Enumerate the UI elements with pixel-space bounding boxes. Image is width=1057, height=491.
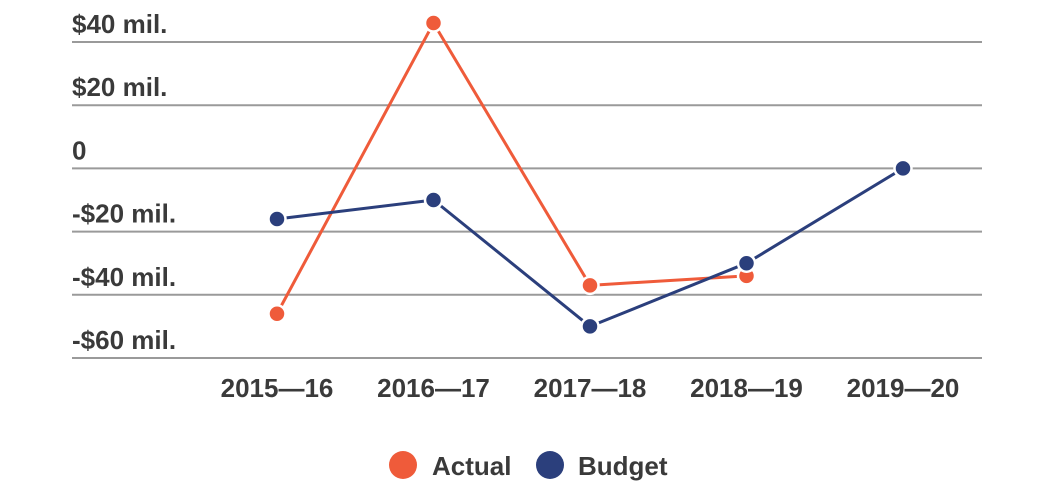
- data-point-budget: [267, 209, 287, 229]
- y-tick-label: -$20 mil.: [72, 199, 176, 229]
- legend-item-budget: Budget: [536, 451, 668, 481]
- y-tick-label: $20 mil.: [72, 72, 167, 102]
- data-point-budget: [893, 158, 913, 179]
- data-point-actual: [580, 275, 600, 296]
- x-axis-tick-labels: 2015—16 2016—17 2017—18 2018—19 2019—20: [221, 373, 960, 403]
- legend-swatch: [389, 451, 417, 479]
- data-point-budget: [580, 316, 600, 337]
- series-line-actual: [275, 21, 747, 315]
- y-tick-label: -$60 mil.: [72, 325, 176, 355]
- data-point-budget: [736, 253, 757, 273]
- y-tick-label: $40 mil.: [72, 9, 167, 39]
- series-lines: [267, 13, 913, 337]
- legend-label: Actual: [432, 451, 511, 481]
- y-tick-label: 0: [72, 135, 86, 165]
- legend: Actual Budget: [389, 451, 668, 481]
- data-point-actual: [423, 13, 444, 33]
- legend-label: Budget: [578, 451, 668, 481]
- x-tick-label: 2015—16: [221, 373, 334, 403]
- y-tick-label: -$40 mil.: [72, 262, 176, 292]
- series-actual: [267, 13, 757, 324]
- x-tick-label: 2016—17: [377, 373, 490, 403]
- data-point-budget: [423, 190, 444, 210]
- y-axis-tick-labels: $40 mil. $20 mil. 0 -$20 mil. -$40 mil. -$60 …: [72, 9, 176, 355]
- x-tick-label: 2018—19: [690, 373, 803, 403]
- series-line-budget: [276, 167, 904, 328]
- data-point-actual: [267, 304, 287, 324]
- series-budget: [267, 158, 913, 337]
- x-tick-label: 2019—20: [847, 373, 960, 403]
- x-tick-label: 2017—18: [534, 373, 647, 403]
- legend-swatch: [536, 451, 564, 479]
- gridlines: [72, 41, 982, 359]
- legend-item-actual: Actual: [389, 451, 511, 481]
